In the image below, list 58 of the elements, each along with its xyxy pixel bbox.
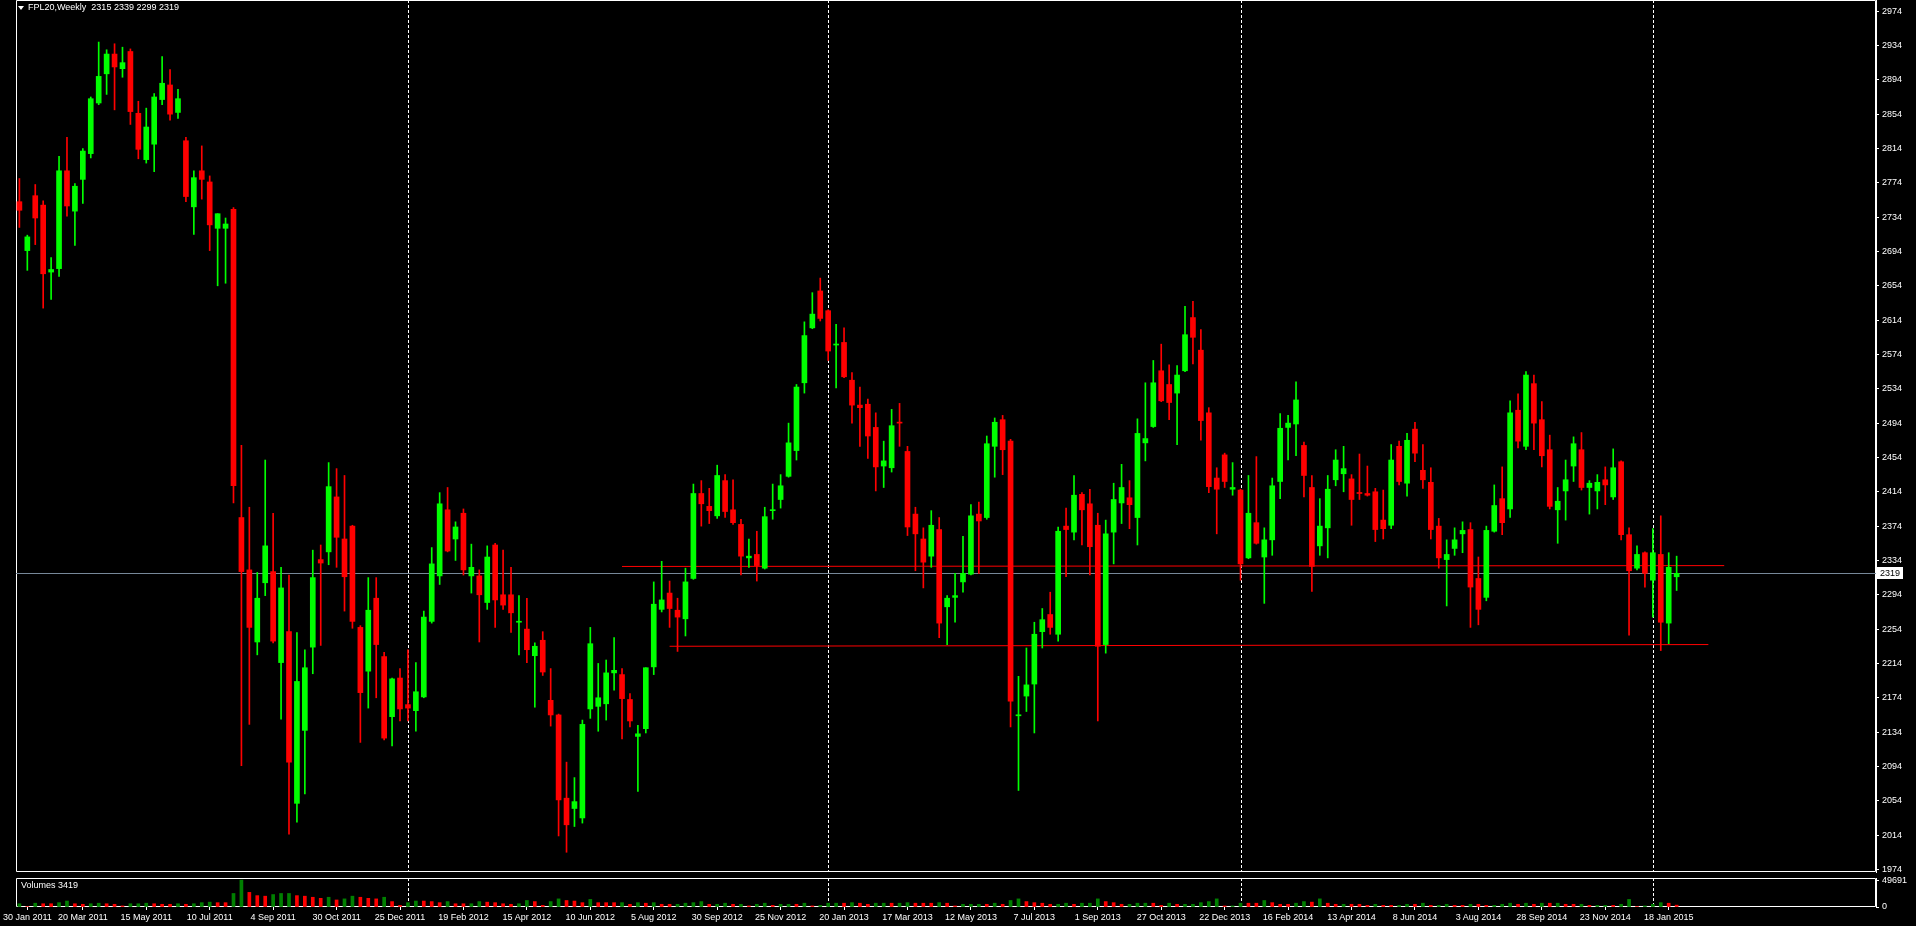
x-tick-label: 20 Jan 2013	[819, 911, 869, 922]
y-tick-label: 2094	[1882, 760, 1903, 771]
ref-line-label: 2319	[1880, 567, 1901, 578]
x-tick-label: 10 Jun 2012	[565, 911, 616, 922]
y-tick-label: 0	[1882, 901, 1888, 912]
x-tick-label: 5 Aug 2012	[630, 911, 677, 922]
x-tick-label: 28 Sep 2014	[1516, 911, 1568, 922]
chart-title: Volumes 3419	[21, 880, 79, 891]
x-tick-label: 3 Aug 2014	[1455, 911, 1502, 922]
x-tick-label: 22 Dec 2013	[1199, 911, 1251, 922]
y-tick-label: 2694	[1882, 245, 1903, 256]
y-tick-label: 2054	[1882, 795, 1903, 806]
y-tick-label: 2334	[1882, 554, 1903, 565]
x-tick-label: 7 Jul 2013	[1013, 911, 1056, 922]
y-tick-label: 2214	[1882, 657, 1903, 668]
x-tick-label: 18 Jan 2015	[1643, 911, 1694, 922]
x-tick-label: 19 Feb 2012	[438, 911, 489, 922]
x-tick-label: 13 Apr 2014	[1327, 911, 1376, 922]
y-tick-label: 2934	[1882, 39, 1903, 50]
x-tick-label: 27 Oct 2013	[1136, 911, 1186, 922]
y-tick-label: 49691	[1882, 874, 1908, 885]
y-tick-label: 2134	[1882, 726, 1903, 737]
y-tick-label: 2254	[1882, 623, 1903, 634]
x-tick-label: 8 Jun 2014	[1392, 911, 1438, 922]
y-tick-label: 2014	[1882, 829, 1903, 840]
x-tick-label: 10 Jul 2011	[186, 911, 233, 922]
x-tick-label: 15 May 2011	[120, 911, 172, 922]
y-tick-label: 2534	[1882, 383, 1903, 394]
y-tick-label: 2294	[1882, 589, 1903, 600]
y-tick-label: 2374	[1882, 520, 1903, 531]
y-tick-label: 2654	[1882, 280, 1903, 291]
y-tick-label: 2614	[1882, 314, 1903, 325]
y-tick-label: 2974	[1882, 5, 1903, 16]
x-tick-label: 30 Oct 2011	[312, 911, 361, 922]
x-tick-label: 20 Mar 2011	[57, 911, 108, 922]
y-tick-label: 2574	[1882, 348, 1903, 359]
x-tick-label: 16 Feb 2014	[1262, 911, 1314, 922]
y-tick-label: 1974	[1882, 863, 1903, 874]
y-tick-label: 2414	[1882, 486, 1903, 497]
y-tick-label: 2854	[1882, 108, 1903, 119]
y-tick-label: 2894	[1882, 74, 1903, 85]
x-tick-label: 30 Sep 2012	[691, 911, 743, 922]
chart-title: FPL20,Weekly 2315 2339 2299 2319	[28, 2, 179, 13]
x-tick-label: 15 Apr 2012	[502, 911, 552, 922]
x-tick-label: 25 Nov 2012	[755, 911, 807, 922]
x-tick-label: 12 May 2013	[944, 911, 997, 922]
y-tick-label: 2454	[1882, 451, 1903, 462]
x-tick-label: 23 Nov 2014	[1579, 911, 1631, 922]
y-tick-label: 2494	[1882, 417, 1903, 428]
y-tick-label: 2814	[1882, 142, 1903, 153]
x-tick-label: 30 Jan 2011	[2, 911, 52, 922]
x-tick-label: 17 Mar 2013	[882, 911, 933, 922]
y-tick-label: 2174	[1882, 692, 1903, 703]
x-tick-label: 1 Sep 2013	[1074, 911, 1121, 922]
y-tick-label: 2774	[1882, 177, 1903, 188]
y-tick-label: 2734	[1882, 211, 1903, 222]
x-tick-label: 4 Sep 2011	[250, 911, 296, 922]
x-tick-label: 25 Dec 2011	[374, 911, 426, 922]
